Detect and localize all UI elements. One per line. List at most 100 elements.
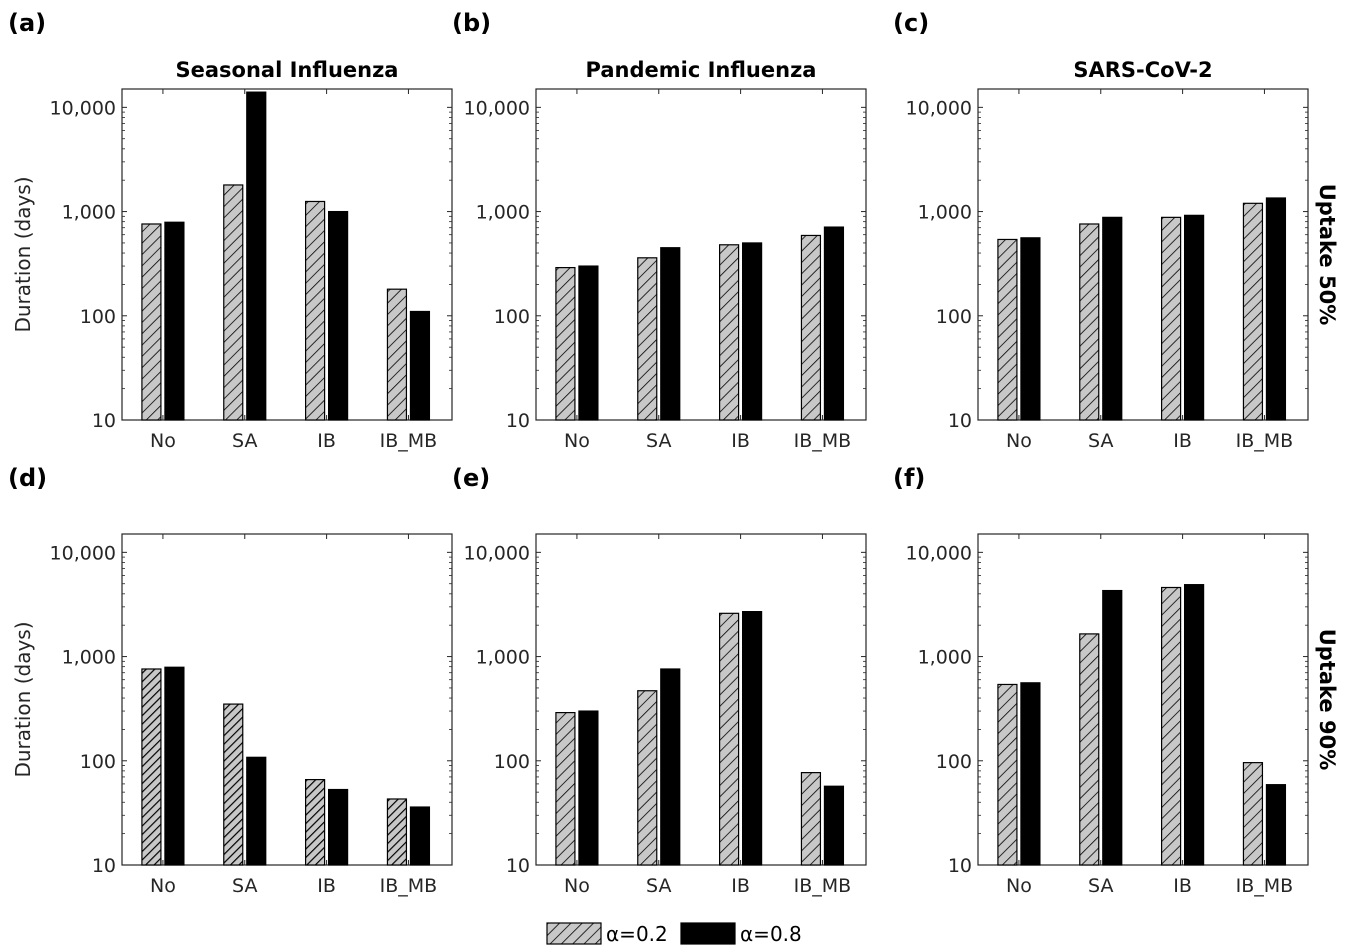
y-axis-label: Duration (days)	[11, 621, 35, 777]
bar-IB-series-1	[1183, 584, 1205, 866]
y-tick-label: 100	[936, 751, 972, 773]
panel-label: (e)	[452, 464, 490, 492]
y-tick-label: 10	[92, 410, 116, 432]
bar-SA-series-0	[1079, 223, 1100, 421]
y-tick-label: 100	[80, 306, 116, 328]
bar-No-series-0	[997, 683, 1018, 866]
panel-a: 10 100 1,000 10,000 No SA IB IB_MB (a) Seasonal I…	[8, 9, 453, 452]
bar-IB_MB-series-0	[1242, 202, 1264, 421]
bar-IB_MB-series-0	[386, 288, 408, 421]
bar-SA-series-0	[223, 184, 244, 421]
x-tick-label: IB	[1173, 430, 1192, 452]
y-tick-label: 10,000	[50, 542, 116, 564]
x-tick-label: SA	[646, 875, 671, 897]
bar-IB_MB-series-0	[800, 234, 822, 421]
x-tick-label: IB_MB	[380, 875, 438, 897]
bar-IB-series-0	[1160, 586, 1182, 866]
x-tick-label: IB	[1173, 875, 1192, 897]
legend-label-alpha-0.8: α=0.8	[740, 922, 802, 946]
panel-label: (b)	[452, 9, 491, 37]
row-label: Uptake 90%	[1315, 629, 1339, 771]
bar-IB_MB-series-1	[823, 785, 845, 866]
y-tick-label: 10,000	[464, 542, 530, 564]
x-tick-label: No	[564, 430, 590, 452]
x-tick-label: No	[564, 875, 590, 897]
x-tick-label: SA	[1088, 875, 1113, 897]
bar-IB-series-1	[741, 611, 763, 866]
row-label: Uptake 50%	[1315, 184, 1339, 326]
y-tick-label: 10,000	[50, 97, 116, 119]
bar-SA-series-0	[637, 257, 658, 421]
panel-c: 10 100 1,000 10,000 No SA IB IB_MB (c) SARS-CoV-2…	[893, 9, 1339, 452]
y-tick-label: 10	[92, 855, 116, 877]
panel-label: (d)	[8, 464, 47, 492]
bar-IB_MB-series-0	[386, 798, 408, 866]
y-tick-label: 100	[936, 306, 972, 328]
x-tick-label: IB	[317, 875, 336, 897]
bar-IB-series-0	[718, 244, 740, 421]
bar-SA-series-1	[1102, 589, 1123, 866]
bar-IB-series-0	[305, 200, 326, 421]
bar-IB_MB-series-1	[823, 226, 845, 421]
x-tick-label: SA	[232, 875, 257, 897]
bar-No-series-1	[578, 710, 599, 866]
bar-No-series-1	[578, 265, 599, 421]
bar-SA-series-0	[1079, 633, 1100, 866]
panel-f: 10 100 1,000 10,000 No SA IB IB_MB (f) Uptake 90%	[893, 464, 1339, 897]
bar-SA-series-0	[637, 690, 658, 866]
bar-IB-series-0	[1160, 216, 1182, 421]
panel-title: SARS-CoV-2	[1073, 58, 1212, 82]
x-tick-label: SA	[232, 430, 257, 452]
bar-IB-series-1	[1183, 214, 1205, 421]
axes-box	[977, 533, 1309, 866]
y-tick-label: 10,000	[464, 97, 530, 119]
bar-No-series-0	[141, 223, 162, 421]
bar-SA-series-1	[660, 247, 681, 421]
bar-No-series-0	[141, 668, 162, 866]
y-tick-label: 1,000	[918, 647, 972, 669]
bar-IB_MB-series-1	[1265, 784, 1287, 866]
axes-box	[977, 88, 1309, 421]
x-tick-label: No	[1006, 430, 1032, 452]
bar-IB-series-1	[328, 210, 349, 421]
y-tick-label: 10	[948, 855, 972, 877]
axes-box	[535, 533, 867, 866]
y-tick-label: 100	[494, 306, 530, 328]
panel-b: 10 100 1,000 10,000 No SA IB IB_MB (b) Pandemic I…	[452, 9, 867, 452]
y-tick-label: 10	[948, 410, 972, 432]
x-tick-label: SA	[1088, 430, 1113, 452]
bar-IB-series-1	[328, 788, 349, 866]
y-tick-label: 1,000	[62, 647, 116, 669]
bar-No-series-1	[164, 666, 185, 866]
bar-SA-series-1	[1102, 216, 1123, 421]
bar-SA-series-1	[660, 668, 681, 866]
x-tick-label: IB_MB	[1236, 430, 1294, 452]
y-tick-label: 10	[506, 855, 530, 877]
bar-IB_MB-series-0	[1242, 762, 1264, 866]
bar-SA-series-1	[246, 91, 267, 421]
panel-title: Pandemic Influenza	[586, 58, 817, 82]
y-tick-label: 10,000	[906, 542, 972, 564]
bar-IB_MB-series-1	[409, 806, 431, 866]
bar-No-series-1	[1020, 237, 1041, 421]
bar-No-series-1	[1020, 682, 1041, 866]
y-tick-label: 10	[506, 410, 530, 432]
legend-label-alpha-0.2: α=0.2	[606, 922, 668, 946]
y-tick-label: 10,000	[906, 97, 972, 119]
x-tick-label: IB	[317, 430, 336, 452]
y-tick-label: 100	[80, 751, 116, 773]
x-tick-label: SA	[646, 430, 671, 452]
legend-swatch-alpha-0.2	[546, 922, 602, 945]
x-tick-label: No	[1006, 875, 1032, 897]
legend-swatch-alpha-0.8	[680, 922, 736, 945]
y-tick-label: 100	[494, 751, 530, 773]
bar-IB-series-1	[741, 242, 763, 421]
panel-e: 10 100 1,000 10,000 No SA IB IB_MB (e)	[452, 464, 867, 897]
y-tick-label: 1,000	[62, 202, 116, 224]
bar-SA-series-0	[223, 703, 244, 866]
bar-IB_MB-series-0	[800, 772, 822, 866]
panel-label: (c)	[893, 9, 929, 37]
y-tick-label: 1,000	[476, 647, 530, 669]
bar-IB-series-0	[718, 612, 740, 866]
